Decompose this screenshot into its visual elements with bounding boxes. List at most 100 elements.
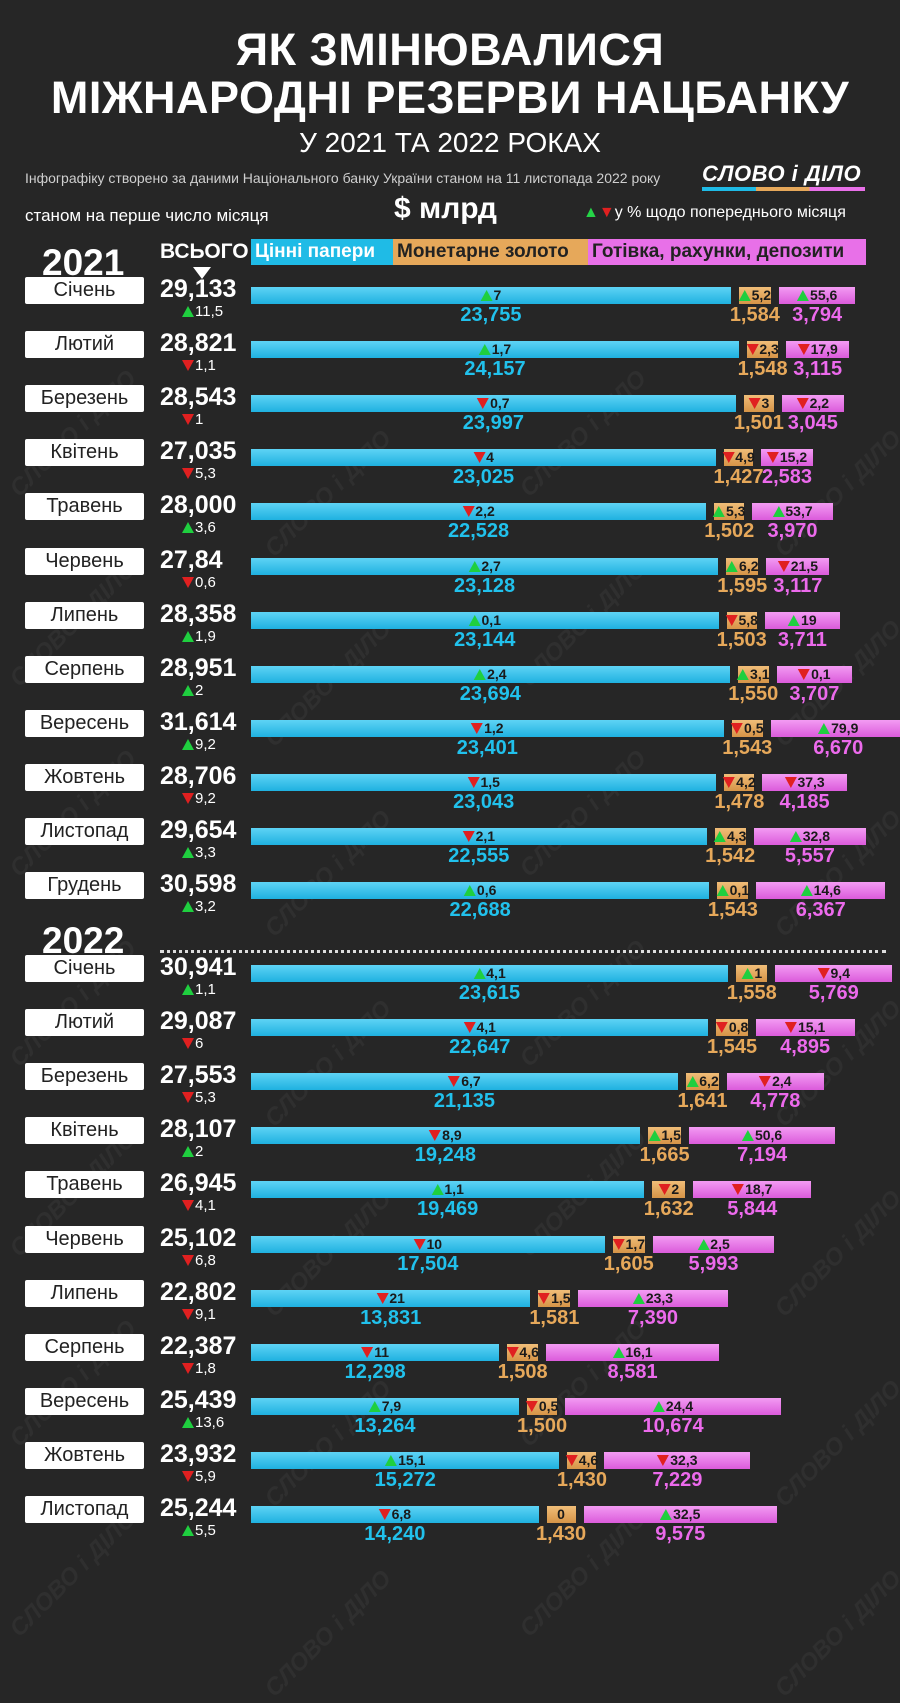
securities-change: 2,2 bbox=[462, 503, 495, 520]
cash-change-text: 0,1 bbox=[811, 665, 831, 682]
cash-bar bbox=[653, 1235, 775, 1253]
year-divider bbox=[160, 950, 886, 953]
cash-bar bbox=[545, 1343, 720, 1361]
gold-change-text: 0 bbox=[557, 1506, 565, 1522]
total-change-text: 5,3 bbox=[195, 1089, 216, 1107]
total-value: 22,802 bbox=[160, 1277, 237, 1306]
unit-label: $ млрд bbox=[394, 192, 497, 225]
securities-change-text: 11 bbox=[374, 1343, 390, 1360]
up-triangle-icon bbox=[686, 1076, 699, 1088]
securities-value: 23,997 bbox=[462, 412, 524, 435]
total-change-text: 1,8 bbox=[195, 1359, 216, 1377]
cash-change: 16,1 bbox=[612, 1344, 653, 1361]
cash-change: 2,4 bbox=[759, 1073, 792, 1090]
watermark: СЛОВО і ДІЛО bbox=[515, 935, 653, 1073]
down-triangle-icon bbox=[473, 452, 486, 464]
gold-value: 1,427 bbox=[713, 466, 764, 489]
securities-value: 17,504 bbox=[397, 1252, 459, 1275]
total-change: 6 bbox=[182, 1036, 203, 1052]
month-label: Квітень bbox=[25, 1117, 144, 1145]
total-change-text: 9,2 bbox=[195, 789, 216, 807]
month-label: Квітень bbox=[25, 439, 144, 467]
down-triangle-icon bbox=[182, 1200, 194, 1212]
total-value: 22,387 bbox=[160, 1331, 237, 1360]
gold-change-text: 0,1 bbox=[729, 882, 750, 899]
total-change: 11,5 bbox=[182, 304, 223, 320]
down-triangle-icon bbox=[796, 398, 809, 410]
cash-value: 7,229 bbox=[652, 1468, 703, 1491]
securities-bar bbox=[251, 1181, 645, 1199]
month-label: Листопад bbox=[25, 1496, 144, 1523]
up-triangle-icon bbox=[741, 968, 754, 979]
cash-change: 32,3 bbox=[657, 1452, 698, 1469]
gold-change-text: 2,3 bbox=[759, 341, 779, 358]
up-triangle-icon bbox=[660, 1509, 673, 1520]
cash-bar bbox=[583, 1506, 777, 1523]
gold-change-text: 3 bbox=[761, 395, 770, 412]
total-change: 1,9 bbox=[182, 627, 216, 645]
cash-change: 53,7 bbox=[772, 503, 813, 520]
up-triangle-icon bbox=[385, 1454, 398, 1466]
cash-value: 3,117 bbox=[773, 574, 823, 597]
down-triangle-icon bbox=[477, 398, 490, 410]
securities-change: 7,9 bbox=[368, 1398, 401, 1415]
gold-change: 1,7 bbox=[612, 1236, 645, 1253]
total-change: 1 bbox=[182, 412, 203, 428]
cash-change-text: 2,5 bbox=[710, 1235, 730, 1252]
cash-change-text: 32,8 bbox=[802, 828, 830, 844]
down-triangle-icon bbox=[471, 722, 484, 734]
total-value: 29,087 bbox=[160, 1007, 237, 1036]
total-change-text: 5,3 bbox=[195, 465, 216, 483]
securities-change: 1,2 bbox=[471, 720, 504, 737]
cash-change: 14,6 bbox=[800, 882, 841, 899]
gold-change: 1,5 bbox=[538, 1289, 571, 1307]
securities-change-text: 1,7 bbox=[491, 341, 512, 358]
up-triangle-icon bbox=[182, 306, 194, 317]
securities-bar bbox=[251, 341, 739, 359]
month-label: Вересень bbox=[25, 1387, 144, 1415]
cash-change-text: 2,2 bbox=[809, 395, 830, 412]
down-triangle-icon bbox=[448, 1076, 461, 1088]
gold-change: 2 bbox=[658, 1181, 679, 1198]
legend-gold: Монетарне золото bbox=[393, 239, 588, 265]
month-label: Серпень bbox=[25, 655, 144, 683]
total-change-text: 11,5 bbox=[195, 303, 224, 320]
gold-value: 1,550 bbox=[728, 682, 779, 705]
down-triangle-icon bbox=[182, 1092, 194, 1104]
gold-change: 0,1 bbox=[716, 882, 750, 899]
down-triangle-icon bbox=[182, 360, 194, 372]
securities-change-text: 15,1 bbox=[398, 1451, 426, 1468]
down-triangle-icon bbox=[182, 1470, 194, 1482]
cash-change: 50,6 bbox=[741, 1127, 782, 1144]
gold-change-text: 3,1 bbox=[750, 665, 770, 682]
gold-change-text: 1,5 bbox=[551, 1289, 571, 1306]
total-change: 9,2 bbox=[182, 789, 216, 807]
change-legend-text: у % щодо попереднього місяця bbox=[614, 204, 846, 221]
month-label: Березень bbox=[25, 385, 144, 413]
securities-change-text: 2,1 bbox=[475, 828, 496, 844]
securities-value: 22,555 bbox=[448, 845, 510, 867]
gold-value: 1,543 bbox=[722, 736, 773, 759]
gold-value: 1,665 bbox=[639, 1144, 690, 1167]
securities-bar bbox=[251, 1127, 640, 1145]
up-triangle-icon bbox=[789, 831, 802, 842]
gold-change: 0,8 bbox=[715, 1019, 748, 1036]
down-triangle-icon bbox=[725, 614, 738, 626]
cash-change-text: 21,5 bbox=[790, 557, 818, 574]
cash-value: 7,194 bbox=[737, 1144, 788, 1167]
total-value: 27,84 bbox=[160, 545, 223, 574]
down-triangle-icon bbox=[467, 776, 480, 788]
gold-change: 5,3 bbox=[713, 503, 745, 520]
gold-value: 1,605 bbox=[603, 1252, 654, 1275]
total-change-text: 1,9 bbox=[195, 627, 216, 645]
down-triangle-icon bbox=[376, 1292, 389, 1304]
total-value: 23,932 bbox=[160, 1439, 237, 1468]
securities-value: 23,025 bbox=[452, 466, 515, 489]
down-triangle-icon bbox=[182, 468, 194, 480]
cash-change: 37,3 bbox=[784, 774, 825, 791]
cash-value: 8,581 bbox=[607, 1360, 658, 1383]
cash-bar bbox=[776, 665, 852, 683]
cash-value: 7,390 bbox=[627, 1306, 678, 1329]
down-triangle-icon bbox=[784, 776, 797, 788]
month-label: Лютий bbox=[25, 331, 144, 359]
